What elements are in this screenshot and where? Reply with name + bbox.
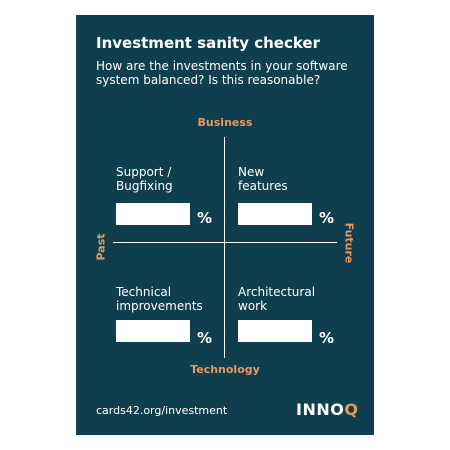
quadrant-label-new-features: New features xyxy=(238,165,288,193)
quadrant-label-architectural-work: Architectural work xyxy=(238,285,316,313)
axis-label-future: Future xyxy=(342,222,356,264)
innoq-logo: INNOQ xyxy=(296,400,358,419)
technical-improvements-percent-input[interactable] xyxy=(116,320,190,342)
logo-accent-letter: Q xyxy=(344,400,359,419)
quadrant-label-technical-improvements: Technical improvements xyxy=(116,285,203,313)
percent-sign: % xyxy=(197,209,213,227)
card-subtitle: How are the investments in your software… xyxy=(96,59,348,87)
investment-card: Investment sanity checker How are the in… xyxy=(76,15,374,435)
quadrant-label-support-bugfixing: Support / Bugfixing xyxy=(116,165,173,193)
percent-sign: % xyxy=(197,329,213,347)
support-bugfixing-percent-input[interactable] xyxy=(116,203,190,225)
axis-label-technology: Technology xyxy=(190,363,260,376)
percent-sign: % xyxy=(319,209,335,227)
new-features-percent-input[interactable] xyxy=(238,203,312,225)
axis-label-business: Business xyxy=(197,116,253,129)
horizontal-divider xyxy=(113,242,337,243)
footer-url[interactable]: cards42.org/investment xyxy=(96,404,228,417)
axis-label-past: Past xyxy=(94,233,108,261)
architectural-work-percent-input[interactable] xyxy=(238,320,312,342)
vertical-divider xyxy=(224,137,225,358)
percent-sign: % xyxy=(319,329,335,347)
card-title: Investment sanity checker xyxy=(96,34,321,52)
logo-text: INNO xyxy=(296,400,345,419)
